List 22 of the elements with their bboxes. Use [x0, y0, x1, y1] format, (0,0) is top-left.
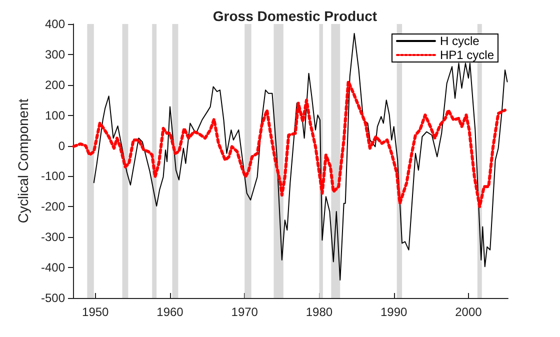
y-tick-label: 400 — [44, 17, 66, 31]
y-tick-label: -100 — [40, 169, 66, 184]
chart-title: Gross Domestic Product — [212, 8, 378, 24]
legend-label: HP1 cycle — [440, 48, 494, 62]
y-axis-title: Cyclical Component — [15, 98, 32, 224]
y-tick-label: -200 — [40, 200, 66, 214]
x-tick-label: 1950 — [82, 305, 110, 319]
y-tick-label: -300 — [40, 230, 66, 244]
y-tick-label: 300 — [44, 47, 66, 62]
line-series — [93, 32, 508, 281]
y-tick-label: 200 — [44, 78, 66, 92]
y-tick-label: -500 — [40, 291, 66, 305]
x-tick-label: 1980 — [306, 305, 333, 319]
y-tick-label: -400 — [40, 260, 66, 275]
x-tick-label: 1960 — [156, 305, 184, 319]
x-tick-label: 2000 — [455, 305, 482, 319]
line-series — [72, 80, 507, 208]
y-tick-label: 0 — [58, 138, 66, 153]
legend-label: H cycle — [440, 34, 480, 48]
y-tick-label: 100 — [44, 108, 66, 122]
x-tick-label: 1970 — [231, 305, 258, 319]
x-tick-label: 1990 — [380, 305, 408, 319]
